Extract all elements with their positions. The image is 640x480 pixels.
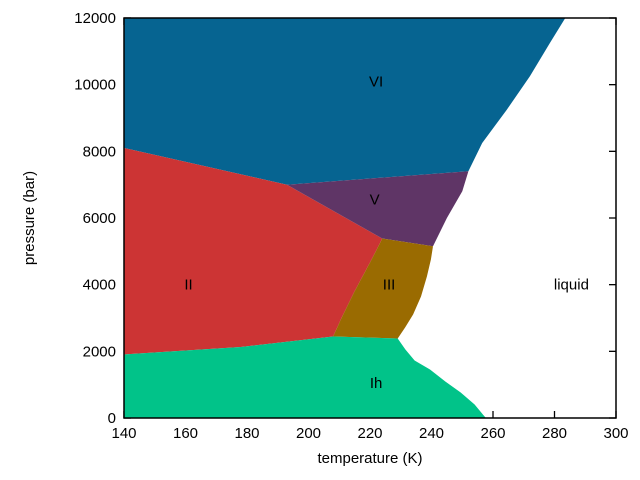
y-tick-label-2000: 2000 [83, 343, 116, 360]
region-VI [124, 18, 566, 185]
y-tick-label-10000: 10000 [74, 77, 116, 94]
region-label-liquid: liquid [554, 277, 589, 294]
y-tick-label-4000: 4000 [83, 277, 116, 294]
region-III [333, 238, 433, 339]
y-tick-label-12000: 12000 [74, 10, 116, 27]
region-II [124, 148, 383, 355]
region-label-V: V [370, 192, 380, 209]
region-label-Ih: Ih [370, 375, 383, 392]
region-label-III: III [383, 277, 396, 294]
x-tick-label-140: 140 [111, 425, 136, 442]
x-tick-label-160: 160 [173, 425, 198, 442]
x-tick-label-280: 280 [542, 425, 567, 442]
y-axis-title: pressure (bar) [21, 171, 38, 265]
region-Ih [124, 336, 486, 418]
y-tick-label-0: 0 [108, 410, 116, 427]
region-V [287, 171, 469, 247]
y-tick-label-6000: 6000 [83, 210, 116, 227]
x-tick-label-240: 240 [419, 425, 444, 442]
y-tick-label-8000: 8000 [83, 143, 116, 160]
phase-regions [124, 18, 566, 418]
plot-border [123, 17, 617, 419]
tick-labels: 140 160 180 200 220 240 260 280 300 0 2000 4000 6000… [74, 10, 628, 442]
x-tick-label-200: 200 [296, 425, 321, 442]
region-label-II: II [184, 277, 192, 294]
x-tick-label-260: 260 [480, 425, 505, 442]
x-tick-label-300: 300 [603, 425, 628, 442]
x-tick-label-180: 180 [234, 425, 259, 442]
x-axis-title: temperature (K) [317, 450, 422, 467]
region-label-VI: VI [369, 73, 383, 90]
x-tick-label-220: 220 [357, 425, 382, 442]
